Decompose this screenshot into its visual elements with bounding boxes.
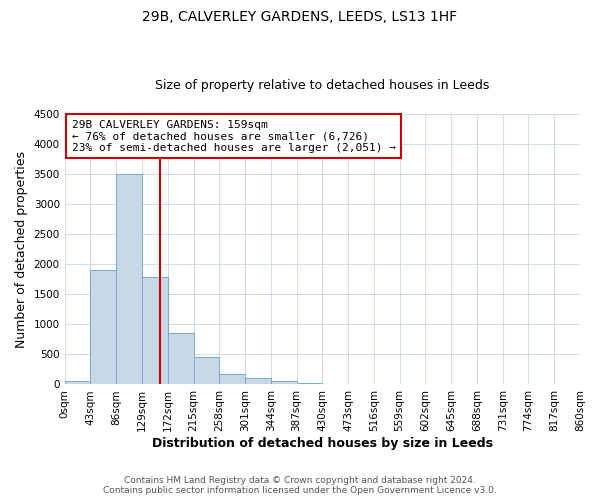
Y-axis label: Number of detached properties: Number of detached properties (15, 150, 28, 348)
Bar (193, 357, 219, 384)
Bar (168, 333, 193, 384)
Bar (296, 382, 322, 384)
X-axis label: Distribution of detached houses by size in Leeds: Distribution of detached houses by size … (152, 437, 493, 450)
Bar (116, 174, 142, 384)
Bar (142, 278, 168, 384)
Title: Size of property relative to detached houses in Leeds: Size of property relative to detached ho… (155, 79, 490, 92)
Bar (65, 382, 91, 384)
Bar (245, 378, 271, 384)
Text: 29B CALVERLEY GARDENS: 159sqm
← 76% of detached houses are smaller (6,726)
23% o: 29B CALVERLEY GARDENS: 159sqm ← 76% of d… (71, 120, 395, 153)
Text: Contains HM Land Registry data © Crown copyright and database right 2024.
Contai: Contains HM Land Registry data © Crown c… (103, 476, 497, 495)
Bar (91, 270, 116, 384)
Bar (219, 374, 245, 384)
Text: 29B, CALVERLEY GARDENS, LEEDS, LS13 1HF: 29B, CALVERLEY GARDENS, LEEDS, LS13 1HF (142, 10, 458, 24)
Bar (271, 381, 296, 384)
